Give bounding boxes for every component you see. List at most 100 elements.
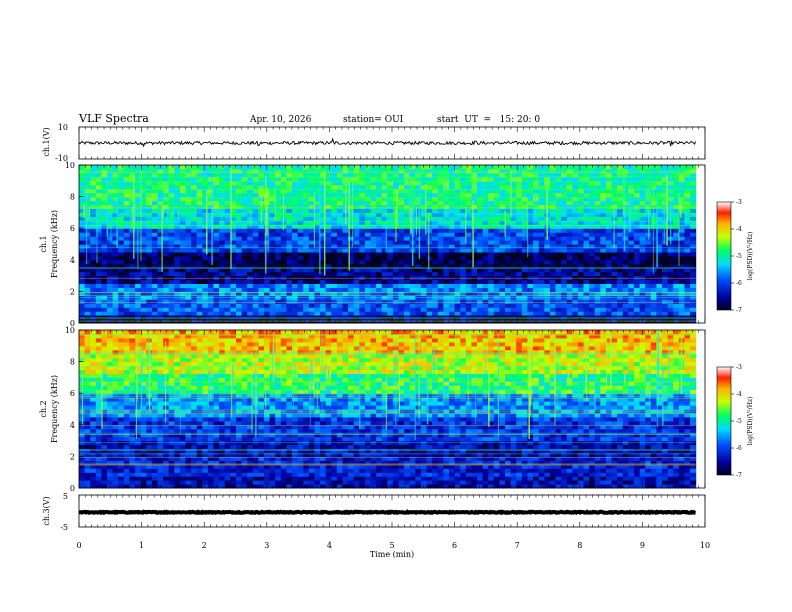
heatmap-cell <box>308 263 315 269</box>
heatmap-cell <box>493 472 500 477</box>
heatmap-cell <box>594 208 601 213</box>
heatmap-cell <box>348 484 355 489</box>
heatmap-cell <box>84 220 91 225</box>
heatmap-cell <box>269 263 276 269</box>
heatmap-cell <box>118 208 125 213</box>
heatmap-cell <box>236 484 243 489</box>
heatmap-cell <box>690 172 697 178</box>
heatmap-cell <box>488 216 495 221</box>
heatmap-cell <box>247 192 254 198</box>
heatmap-cell <box>196 248 203 253</box>
heatmap-cell <box>252 307 259 312</box>
heatmap-cell <box>549 180 557 186</box>
heatmap-cell <box>589 188 596 194</box>
heatmap-cell <box>454 319 461 324</box>
heatmap-cell <box>179 240 187 245</box>
heatmap-cell <box>392 255 400 261</box>
heatmap-cell <box>202 299 209 304</box>
heatmap-cell <box>314 196 321 202</box>
heatmap-cell <box>589 176 596 182</box>
heatmap-cell <box>437 244 444 249</box>
heatmap-cell <box>79 204 86 209</box>
heatmap-cell <box>129 184 136 190</box>
heatmap-cell <box>605 259 613 265</box>
heatmap-cell <box>118 188 125 194</box>
heatmap-cell <box>196 251 203 257</box>
heatmap-cell <box>577 480 585 485</box>
heatmap-cell <box>331 232 338 237</box>
heatmap-cell <box>140 275 147 281</box>
heatmap-cell <box>179 307 187 312</box>
heatmap-cell <box>420 228 428 233</box>
heatmap-cell <box>645 240 652 245</box>
heatmap-cell <box>325 271 332 277</box>
heatmap-cell <box>594 283 601 288</box>
heatmap-cell <box>594 248 601 253</box>
heatmap-cell <box>213 216 220 221</box>
heatmap-cell <box>230 248 237 253</box>
heatmap-cell <box>168 255 175 261</box>
heatmap-cell <box>146 228 153 233</box>
heatmap-cell <box>314 275 321 281</box>
heatmap-cell <box>95 176 102 182</box>
heatmap-cell <box>191 244 198 249</box>
heatmap-cell <box>420 200 428 206</box>
heatmap-cell <box>454 180 461 186</box>
heatmap-cell <box>510 283 517 288</box>
heatmap-cell <box>252 287 259 292</box>
heatmap-cell <box>101 319 108 324</box>
heatmap-cell <box>219 303 226 308</box>
heatmap-cell <box>561 476 568 481</box>
heatmap-cell <box>690 291 697 296</box>
heatmap-cell <box>292 192 299 198</box>
heatmap-cell <box>292 279 299 284</box>
heatmap-cell <box>157 180 164 186</box>
heatmap-cell <box>236 216 243 221</box>
heatmap-cell <box>645 188 652 194</box>
heatmap-cell <box>247 319 254 324</box>
heatmap-cell <box>353 240 360 245</box>
heatmap-cell <box>594 236 601 241</box>
heatmap-cell <box>364 267 372 273</box>
heatmap-cell <box>622 188 629 194</box>
heatmap-cell <box>549 255 557 261</box>
heatmap-cell <box>112 204 119 209</box>
heatmap-cell <box>236 196 243 202</box>
heatmap-cell <box>224 176 231 182</box>
heatmap-cell <box>157 236 164 241</box>
heatmap-cell <box>207 240 215 245</box>
heatmap-cell <box>230 271 237 277</box>
heatmap-cell <box>465 307 472 312</box>
heatmap-cell <box>656 299 663 304</box>
heatmap-cell <box>449 279 456 284</box>
heatmap-cell <box>527 263 534 269</box>
heatmap-cell <box>516 200 523 206</box>
heatmap-cell <box>398 287 405 292</box>
heatmap-cell <box>252 299 259 304</box>
heatmap-cell <box>577 259 585 265</box>
heatmap-cell <box>482 283 489 288</box>
heatmap-cell <box>112 236 119 241</box>
heatmap-cell <box>505 279 512 284</box>
heatmap-cell <box>690 303 697 308</box>
heatmap-cell <box>443 244 450 249</box>
heatmap-cell <box>286 283 293 288</box>
heatmap-cell <box>331 299 338 304</box>
heatmap-cell <box>359 248 366 253</box>
heatmap-cell <box>645 236 652 241</box>
heatmap-cell <box>443 232 450 237</box>
heatmap-cell <box>185 307 192 312</box>
heatmap-cell <box>505 232 512 237</box>
heatmap-cell <box>168 228 175 233</box>
heatmap-cell <box>650 208 657 213</box>
heatmap-cell <box>297 480 304 485</box>
heatmap-cell <box>320 299 327 304</box>
heatmap-cell <box>622 267 629 273</box>
heatmap-cell <box>90 319 97 324</box>
heatmap-cell <box>471 188 478 194</box>
heatmap-cell <box>241 484 248 489</box>
heatmap-cell <box>364 208 372 213</box>
heatmap-cell <box>628 208 635 213</box>
heatmap-cell <box>84 244 91 249</box>
heatmap-cell <box>510 472 517 477</box>
